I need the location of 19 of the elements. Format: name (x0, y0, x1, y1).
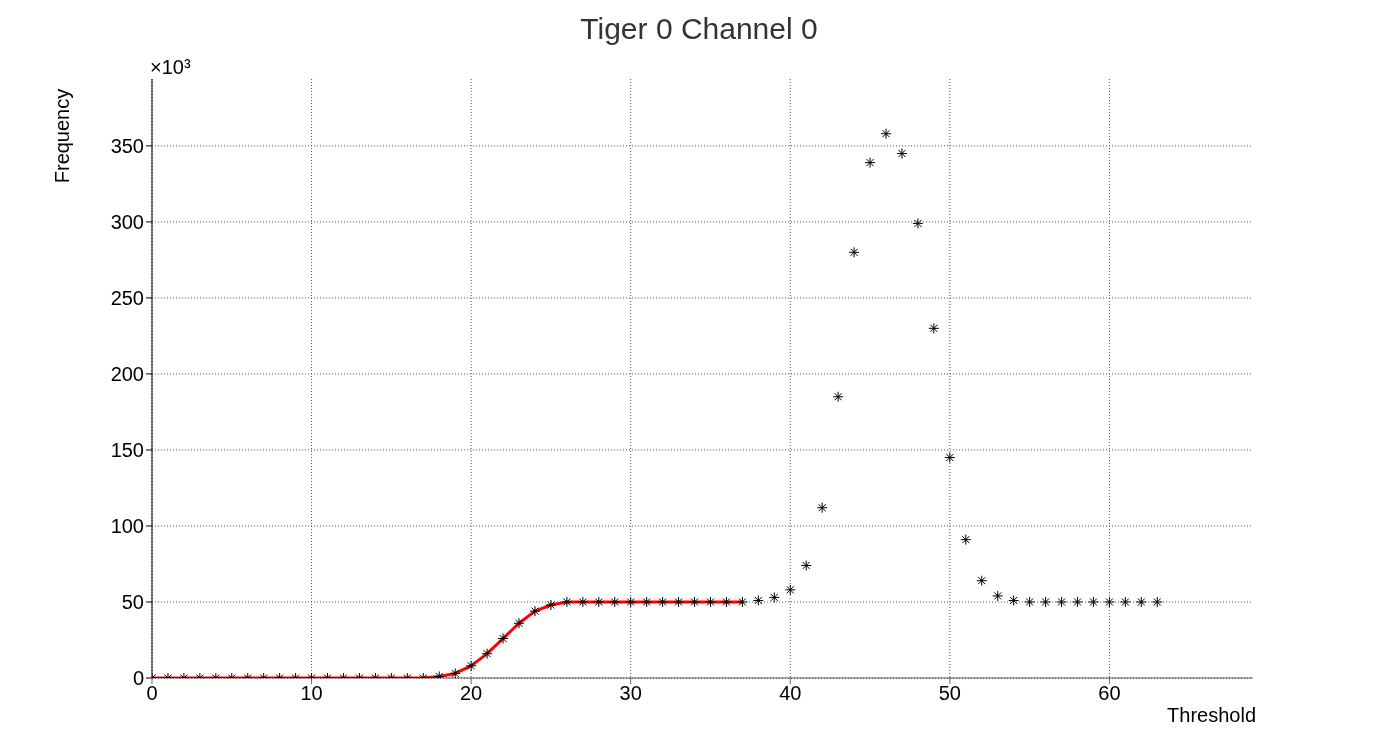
y-tick-label: 300 (110, 211, 144, 234)
x-tick-label: 0 (146, 682, 158, 705)
x-tick-label: 60 (1098, 682, 1121, 705)
y-tick-label: 100 (110, 515, 144, 538)
x-tick-label: 40 (779, 682, 802, 705)
y-tick-label: 350 (110, 134, 144, 157)
x-axis-title: Threshold (1167, 704, 1256, 727)
y-tick-label: 200 (110, 363, 144, 386)
x-tick-label: 30 (619, 682, 642, 705)
x-tick-label: 50 (938, 682, 961, 705)
x-tick-label: 10 (300, 682, 323, 705)
y-tick-label: 0 (132, 667, 144, 690)
x-tick-label: 20 (460, 682, 483, 705)
y-tick-label: 50 (121, 591, 144, 614)
chart-title: Tiger 0 Channel 0 (579, 12, 819, 46)
text: ×10³ (150, 56, 191, 79)
y-tick-label: 250 (110, 287, 144, 310)
y-tick-label: 150 (110, 439, 144, 462)
y-axis-title: Frequency (50, 88, 74, 184)
